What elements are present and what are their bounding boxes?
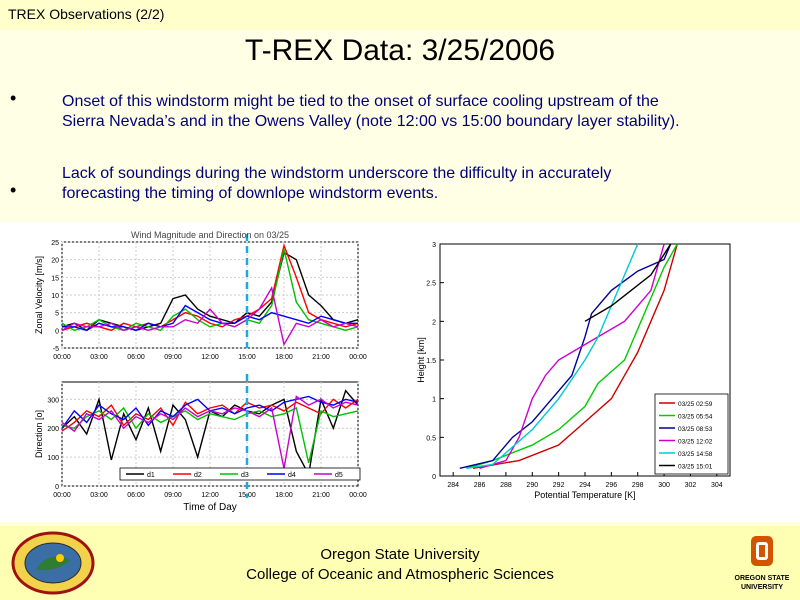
zonal-xtick-label: 18:00	[275, 354, 293, 361]
profile-legend-label: 03/25 05:54	[678, 414, 713, 421]
profile-legend-label: 03/25 02:59	[678, 401, 713, 408]
profile-xtick-label: 294	[579, 482, 591, 489]
bullet-1-line-2: Sierra Nevada’s and in the Owens Valley …	[62, 113, 680, 130]
profile-legend-label: 03/25 15:01	[678, 464, 713, 471]
direction-ytick-label: 200	[47, 426, 59, 433]
zonal-xtick-label: 06:00	[127, 354, 145, 361]
profile-xtick-label: 302	[685, 482, 697, 489]
profile-ytick-label: 2.5	[426, 281, 436, 288]
zonal-xtick-label: 03:00	[90, 354, 108, 361]
direction-xlabel: Time of Day	[183, 502, 237, 513]
profile-ytick-label: 1.5	[426, 358, 436, 365]
profile-ytick-label: 3	[432, 242, 436, 249]
direction-series-d3	[61, 406, 359, 464]
direction-xtick-label: 06:00	[127, 492, 145, 499]
legend-label-d1: d1	[147, 472, 155, 479]
bullet-symbol: •	[10, 88, 17, 108]
footer-line-1: Oregon State University	[320, 546, 480, 563]
profile-xtick-label: 292	[553, 482, 565, 489]
slide-title: T-REX Data: 3/25/2006	[244, 34, 556, 67]
profile-xtick-label: 298	[632, 482, 644, 489]
bullet-2-line-2: forecasting the timing of downlope winds…	[62, 185, 439, 202]
bullet-text-2: Lack of soundings during the windstorm u…	[62, 164, 782, 204]
direction-legend-box	[119, 467, 361, 481]
zonal-xtick-label: 00:00	[53, 354, 71, 361]
direction-ytick-label: 300	[47, 397, 59, 404]
footer-line-2: College of Oceanic and Atmospheric Scien…	[246, 566, 554, 583]
profile-xlabel: Potential Temperature [K]	[534, 490, 635, 500]
institution-seal-left	[11, 531, 95, 595]
zonal-ytick-label: 25	[51, 240, 59, 247]
direction-xtick-label: 09:00	[164, 492, 182, 499]
direction-xtick-label: 03:00	[90, 492, 108, 499]
profile-series-5	[584, 243, 672, 322]
profile-legend-label: 03/25 08:53	[678, 426, 713, 433]
legend-label-d3: d3	[241, 472, 249, 479]
profile-series-4	[466, 243, 639, 469]
direction-xtick-label: 21:00	[312, 492, 330, 499]
profile-ytick-label: 0.5	[426, 435, 436, 442]
bullet-1-line-1: Onset of this windstorm might be tied to…	[62, 93, 659, 110]
legend-label-d2: d2	[194, 472, 202, 479]
profile-xtick-label: 304	[711, 482, 723, 489]
profile-legend-label: 03/25 12:02	[678, 439, 713, 446]
window-title: TREX Observations (2/2)	[8, 6, 165, 22]
zonal-series-d2	[61, 243, 359, 332]
profile-ylabel: Height [km]	[416, 337, 426, 383]
zonal-title: Wind Magnitude and Direction on 03/25	[131, 230, 289, 240]
zonal-ytick-label: 5	[55, 311, 59, 318]
direction-xtick-label: 00:00	[53, 492, 71, 499]
osu-logo-text-1: OREGON STATE	[735, 575, 790, 582]
profile-xtick-label: 288	[500, 482, 512, 489]
zonal-xtick-label: 12:00	[201, 354, 219, 361]
zonal-ytick-label: -5	[53, 346, 59, 353]
direction-series-d5	[61, 395, 359, 469]
zonal-ytick-label: 0	[55, 328, 59, 335]
zonal-ytick-label: 10	[51, 293, 59, 300]
profile-xtick-label: 290	[526, 482, 538, 489]
profile-series-1	[466, 243, 678, 469]
profile-series-2	[459, 243, 672, 469]
osu-logo-text-2: UNIVERSITY	[741, 584, 783, 591]
profile-series-0	[472, 243, 678, 469]
zonal-series-d5	[61, 286, 359, 347]
zonal-xtick-label: 00:00	[349, 354, 367, 361]
direction-ytick-label: 100	[47, 455, 59, 462]
direction-ylabel: Direction [o]	[34, 410, 44, 458]
profile-ytick-label: 0	[432, 474, 436, 481]
legend-label-d4: d4	[288, 472, 296, 479]
zonal-ytick-label: 15	[51, 275, 59, 282]
direction-xtick-label: 12:00	[201, 492, 219, 499]
osu-logo: OREGON STATE UNIVERSITY	[735, 536, 790, 591]
profile-ytick-label: 2	[432, 319, 436, 326]
zonal-ytick-label: 20	[51, 258, 59, 265]
profile-series-3	[479, 243, 665, 469]
profile-legend-box	[654, 393, 729, 475]
profile-legend-label: 03/25 14:58	[678, 451, 713, 458]
zonal-ylabel: Zonal Velocity [m/s]	[34, 256, 44, 334]
profile-xtick-label: 296	[606, 482, 618, 489]
profile-xtick-label: 300	[658, 482, 670, 489]
zonal-xtick-label: 09:00	[164, 354, 182, 361]
profile-xtick-label: 284	[447, 482, 459, 489]
direction-ytick-label: 0	[55, 484, 59, 491]
bullet-2-line-1: Lack of soundings during the windstorm u…	[62, 165, 612, 182]
direction-xtick-label: 18:00	[275, 492, 293, 499]
bullet-symbol: •	[10, 180, 17, 200]
profile-xtick-label: 286	[474, 482, 486, 489]
profile-ytick-label: 1	[432, 397, 436, 404]
zonal-series-d4	[62, 304, 358, 332]
direction-xtick-label: 00:00	[349, 492, 367, 499]
legend-label-d5: d5	[335, 472, 343, 479]
footer: Oregon State University College of Ocean…	[0, 526, 800, 600]
bullet-text-1: Onset of this windstorm might be tied to…	[62, 92, 782, 132]
zonal-xtick-label: 15:00	[238, 354, 256, 361]
direction-series-d2	[61, 398, 359, 432]
window-title-bar: TREX Observations (2/2)	[0, 0, 800, 30]
zonal-xtick-label: 21:00	[312, 354, 330, 361]
